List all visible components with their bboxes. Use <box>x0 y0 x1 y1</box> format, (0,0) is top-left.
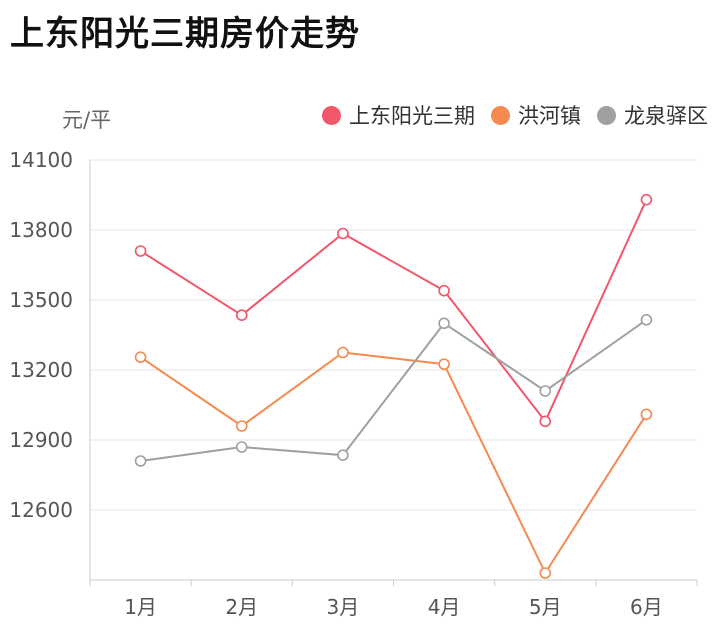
data-point-series-1 <box>134 245 147 257</box>
data-point-series-2 <box>134 351 147 363</box>
x-tick-label: 2月 <box>225 595 258 619</box>
x-tick-label: 3月 <box>327 595 360 619</box>
legend-item-series-2[interactable]: 洪河镇 <box>491 100 581 130</box>
y-axis-unit-label: 元/平 <box>62 108 112 132</box>
y-tick-label: 13200 <box>9 358 73 382</box>
legend-label-series-3: 龙泉驿区 <box>624 104 708 128</box>
series-line-2 <box>140 351 648 576</box>
legend-item-series-1[interactable]: 上东阳光三期 <box>322 100 475 130</box>
y-tick-label: 13500 <box>9 288 73 312</box>
legend-dot-series-2 <box>491 105 510 125</box>
legend-item-series-3[interactable]: 龙泉驿区 <box>597 100 708 130</box>
y-tick-label: 14100 <box>9 148 73 172</box>
x-tick-label: 5月 <box>529 595 562 619</box>
x-tick-label: 6月 <box>630 595 663 619</box>
chart-legend: 上东阳光三期 洪河镇 龙泉驿区 <box>306 100 708 130</box>
data-point-series-2 <box>438 358 450 370</box>
y-tick-label: 12900 <box>9 428 73 452</box>
series-line-3 <box>140 319 647 462</box>
x-tick-label: 1月 <box>124 595 157 619</box>
legend-label-series-2: 洪河镇 <box>518 104 581 128</box>
data-point-series-1 <box>640 193 653 206</box>
series-line-1 <box>140 199 648 424</box>
y-tick-label: 12600 <box>9 498 73 522</box>
data-point-series-2 <box>337 346 349 359</box>
data-point-series-2 <box>235 420 248 432</box>
data-point-series-1 <box>438 284 450 297</box>
data-point-series-3 <box>438 317 450 330</box>
data-point-series-3 <box>640 314 653 326</box>
x-tick-label: 4月 <box>428 595 461 619</box>
data-point-series-3 <box>235 441 248 453</box>
data-point-series-1 <box>337 227 349 240</box>
data-point-series-1 <box>539 415 552 428</box>
data-point-series-3 <box>337 449 349 461</box>
legend-dot-series-3 <box>597 105 616 125</box>
data-point-series-1 <box>235 309 248 321</box>
data-point-series-3 <box>134 455 147 467</box>
legend-label-series-1: 上东阳光三期 <box>349 104 475 128</box>
legend-dot-series-1 <box>322 105 341 125</box>
y-tick-label: 13800 <box>9 218 73 242</box>
data-point-series-3 <box>539 385 552 397</box>
data-point-series-2 <box>640 408 653 421</box>
data-point-series-2 <box>539 567 552 579</box>
chart-title: 上东阳光三期房价走势 <box>10 14 360 54</box>
